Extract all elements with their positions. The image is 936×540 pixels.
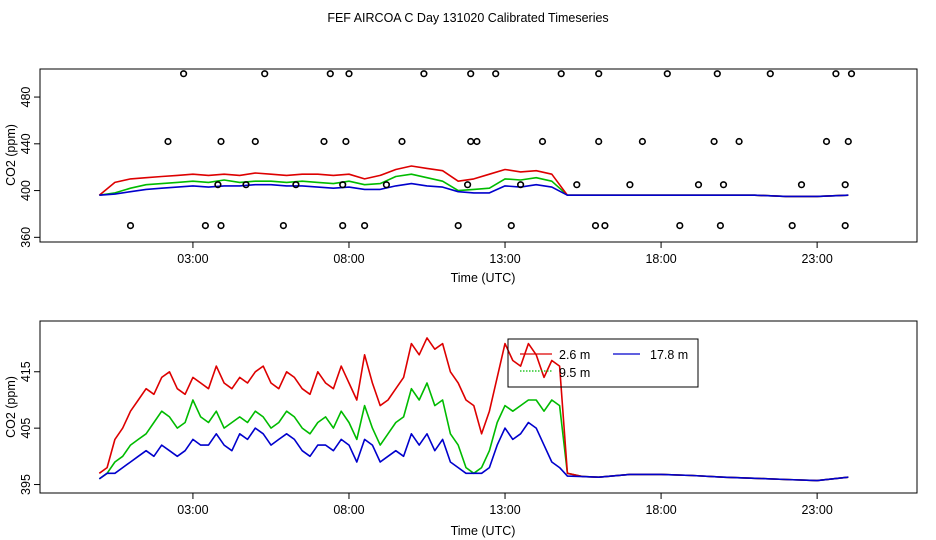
figure-title: FEF AIRCOA C Day 131020 Calibrated Times… xyxy=(327,11,608,25)
bottom-plot-frame xyxy=(39,320,918,494)
top-flag-marker xyxy=(507,222,515,230)
top-x-axis-label: Time (UTC) xyxy=(451,271,516,285)
top-flag-marker xyxy=(719,181,728,189)
top-flag-marker xyxy=(214,181,222,189)
top-flag-marker xyxy=(595,70,603,78)
top-x-tick-label: 13:00 xyxy=(489,252,520,266)
top-plot-frame xyxy=(39,68,918,243)
top-flag-marker xyxy=(326,70,334,78)
top-y-tick-label: 360 xyxy=(19,227,33,248)
top-flag-marker xyxy=(251,137,259,146)
bottom-series-line-17-8-m xyxy=(98,421,849,482)
top-flag-marker xyxy=(626,181,634,189)
bottom-x-tick-label: 03:00 xyxy=(177,503,208,517)
bottom-x-tick-label: 23:00 xyxy=(801,503,832,517)
bottom-panel: 03:00 08:00 13:00 18:00 23:00 395 405 415 Time… xyxy=(4,320,918,538)
top-panel: 03:00 08:00 13:00 18:00 23:00 360 400 440 480 T… xyxy=(4,68,918,285)
top-flag-marker xyxy=(126,222,135,230)
top-flag-marker xyxy=(844,137,852,146)
top-flag-marker xyxy=(595,137,603,146)
top-flag-marker xyxy=(841,181,849,189)
top-x-tick-label: 18:00 xyxy=(645,252,676,266)
top-flag-marker xyxy=(516,181,525,189)
top-y-axis-label: CO2 (ppm) xyxy=(4,124,18,186)
top-flag-marker xyxy=(797,181,806,189)
top-flag-marker xyxy=(339,222,347,230)
top-series-line-17-8-m xyxy=(99,182,849,198)
top-y-tick-label: 400 xyxy=(19,180,33,201)
top-flag-marker xyxy=(398,137,406,146)
top-flag-marker xyxy=(320,137,328,146)
top-flag-marker xyxy=(713,70,721,78)
top-flag-marker xyxy=(201,222,209,230)
bottom-plot-area xyxy=(98,337,849,482)
top-flag-marker xyxy=(473,137,481,146)
top-x-tick-label: 03:00 xyxy=(177,252,208,266)
top-flag-marker xyxy=(638,137,647,146)
legend: 2.6 m 9.5 m 17.8 m xyxy=(507,338,699,388)
top-flag-marker xyxy=(420,70,428,78)
top-flag-marker xyxy=(345,70,353,78)
top-plot-area xyxy=(98,70,856,230)
top-x-axis: 03:00 08:00 13:00 18:00 23:00 xyxy=(177,241,833,266)
bottom-x-axis: 03:00 08:00 13:00 18:00 23:00 xyxy=(177,492,833,517)
top-flag-marker xyxy=(788,222,796,230)
legend-label-9-5m: 9.5 m xyxy=(559,366,590,380)
top-flag-marker xyxy=(663,70,671,78)
top-flag-marker xyxy=(766,70,774,78)
bottom-y-axis-label: CO2 (ppm) xyxy=(4,376,18,438)
top-flag-marker xyxy=(557,70,565,78)
top-y-axis: 360 400 440 480 xyxy=(19,87,41,248)
top-flag-marker xyxy=(342,137,350,146)
top-flag-marker xyxy=(538,137,547,146)
top-flag-marker xyxy=(591,222,600,230)
top-flag-marker xyxy=(735,137,743,146)
top-flag-marker xyxy=(217,137,225,146)
top-flag-marker xyxy=(573,181,581,189)
top-flag-marker xyxy=(382,181,391,189)
top-flag-marker xyxy=(694,181,703,189)
top-flag-marker xyxy=(464,181,472,189)
top-flag-marker xyxy=(164,137,172,146)
top-flag-marker xyxy=(601,222,609,230)
top-flag-marker xyxy=(292,181,300,189)
legend-label-2-6m: 2.6 m xyxy=(559,348,590,362)
bottom-y-tick-label: 395 xyxy=(19,474,33,495)
top-flag-marker xyxy=(279,222,288,230)
top-flag-marker xyxy=(454,222,462,230)
bottom-series-line-9-5-m xyxy=(98,382,849,482)
bottom-series-line-2-6-m xyxy=(98,337,849,482)
top-flag-marker xyxy=(492,70,500,78)
top-y-tick-label: 480 xyxy=(19,87,33,108)
top-flag-marker xyxy=(339,181,347,189)
top-flag-marker xyxy=(242,181,250,189)
bottom-y-tick-label: 405 xyxy=(19,418,33,439)
bottom-x-tick-label: 08:00 xyxy=(333,503,364,517)
top-flag-marker xyxy=(261,70,269,78)
top-flag-marker xyxy=(676,222,684,230)
top-x-tick-label: 23:00 xyxy=(801,252,832,266)
top-y-tick-label: 440 xyxy=(19,133,33,154)
bottom-x-tick-label: 18:00 xyxy=(645,503,676,517)
top-flag-marker xyxy=(822,137,831,146)
top-flag-marker xyxy=(467,137,475,146)
top-flag-marker xyxy=(716,222,725,230)
top-flag-marker xyxy=(710,137,718,146)
top-flag-marker xyxy=(847,70,856,78)
top-x-tick-label: 08:00 xyxy=(333,252,364,266)
bottom-x-axis-label: Time (UTC) xyxy=(451,524,516,538)
legend-box xyxy=(507,338,699,388)
top-flag-marker xyxy=(217,222,225,230)
top-flag-marker xyxy=(832,70,840,78)
bottom-y-axis: 395 405 415 xyxy=(19,361,41,495)
top-flag-marker xyxy=(180,70,188,78)
bottom-x-tick-label: 13:00 xyxy=(489,503,520,517)
top-flag-marker xyxy=(841,222,849,230)
legend-label-17-8m: 17.8 m xyxy=(650,348,688,362)
bottom-y-tick-label: 415 xyxy=(19,361,33,382)
top-flag-marker xyxy=(361,222,369,230)
top-flag-marker xyxy=(467,70,475,78)
